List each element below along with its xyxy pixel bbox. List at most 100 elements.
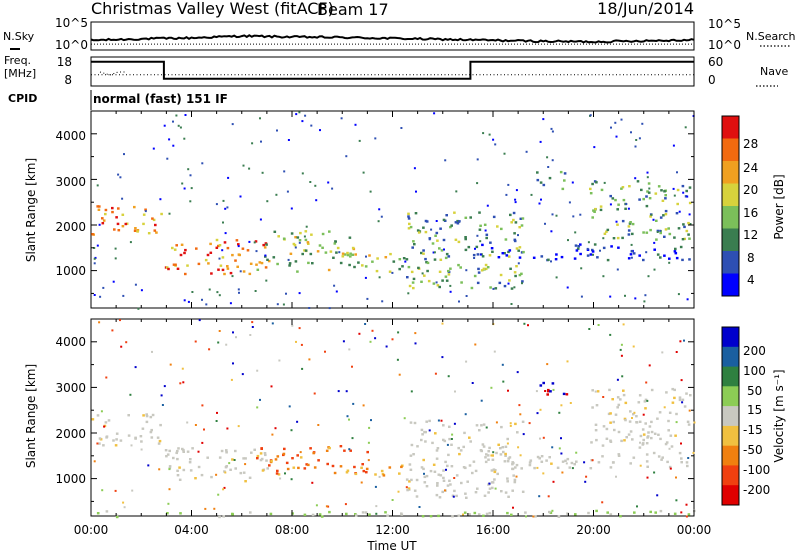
scatter-cell [263, 452, 267, 455]
scatter-cell [606, 228, 610, 232]
noise-cell [597, 324, 600, 326]
nave-tick-bottom: 0 [708, 73, 716, 87]
noise-cell [514, 198, 517, 201]
scatter-cell [231, 512, 234, 516]
scatter-cell [435, 231, 439, 235]
scatter-cell [484, 267, 488, 271]
scatter-cell [398, 472, 401, 475]
scatter-cell [563, 179, 566, 182]
scatter-cell [307, 261, 310, 265]
scatter-cell [644, 422, 647, 425]
power-axis-ticks [90, 110, 695, 308]
noise-cell [451, 433, 454, 436]
noise-cell [315, 199, 318, 202]
scatter-cell [435, 457, 439, 460]
noise-cell [147, 464, 150, 467]
noise-cell [645, 381, 648, 384]
scatter-cell [449, 225, 452, 229]
power-ytick-4000: 4000 [55, 129, 86, 143]
scatter-cell [659, 437, 662, 441]
scatter-cell [612, 461, 615, 464]
noise-cell [566, 286, 569, 289]
scatter-cell [442, 238, 446, 242]
scatter-cell [590, 441, 593, 444]
scatter-cell [529, 459, 533, 462]
noise-cell [583, 461, 586, 464]
scatter-cell [335, 251, 338, 254]
scatter-cell [117, 207, 120, 210]
scatter-cell [392, 260, 396, 263]
scatter-cell [413, 489, 417, 492]
noise-cell [428, 238, 431, 241]
noise-cell [102, 286, 105, 289]
scatter-cell [645, 204, 649, 208]
scatter-cell [689, 394, 692, 397]
scatter-cell [485, 236, 488, 240]
scatter-cell [609, 421, 612, 424]
noise-cell [93, 294, 96, 296]
scatter-cell [354, 253, 357, 256]
scatter-cell [579, 243, 582, 246]
scatter-cell [172, 456, 175, 460]
noise-cell [484, 229, 487, 232]
scatter-cell [341, 252, 345, 255]
scatter-cell [407, 265, 411, 269]
noise-cell [208, 288, 211, 291]
scatter-cell [153, 229, 157, 232]
scatter-cell [688, 186, 692, 189]
scatter-cell [442, 438, 445, 442]
scatter-cell [520, 251, 524, 254]
noise-cell [449, 290, 452, 293]
noise-cell [360, 481, 363, 484]
scatter-cell [409, 468, 413, 471]
scatter-cell [277, 235, 280, 238]
noise-cell [492, 451, 495, 454]
scatter-cell [209, 242, 212, 246]
scatter-cell [435, 449, 439, 452]
scatter-cell [500, 425, 503, 429]
scatter-cell [481, 443, 485, 446]
scatter-cell [176, 267, 180, 270]
noise-cell [111, 329, 114, 332]
power-colorbar-swatch [722, 273, 739, 297]
noise-cell [479, 253, 482, 256]
noise-cell [510, 303, 513, 305]
noise-cell [560, 404, 563, 407]
scatter-cell [182, 450, 185, 453]
scatter-cell [475, 245, 479, 249]
scatter-cell [218, 456, 222, 459]
noise-cell [673, 194, 676, 197]
noise-cell [233, 459, 236, 461]
scatter-cell [115, 438, 118, 441]
scatter-cell [670, 445, 674, 448]
noise-cell [550, 127, 553, 130]
scatter-cell [485, 453, 488, 456]
scatter-cell [687, 513, 691, 516]
scatter-cell [668, 257, 671, 260]
scatter-cell [437, 514, 440, 518]
scatter-cell [503, 284, 507, 288]
scatter-cell [514, 274, 517, 278]
scatter-cell [684, 195, 688, 198]
noise-cell [668, 261, 671, 264]
noise-cell [374, 337, 377, 340]
scatter-cell [407, 212, 410, 215]
power-cbar-tick-4: 4 [747, 273, 755, 287]
noise-cell [222, 488, 225, 491]
scatter-cell [299, 456, 303, 459]
noise-cell [337, 390, 340, 393]
noise-cell [634, 145, 637, 148]
scatter-cell [628, 185, 631, 188]
noise-cell [241, 373, 244, 376]
noise-cell [301, 120, 304, 123]
scatter-cell [186, 450, 190, 453]
noise-cell [370, 419, 372, 422]
scatter-cell [427, 279, 431, 283]
noise-cell [221, 249, 224, 252]
scatter-cell [318, 513, 322, 516]
noise-cell [441, 322, 444, 325]
scatter-cell [224, 466, 228, 469]
scatter-cell [504, 452, 507, 456]
noise-cell [256, 369, 259, 372]
scatter-cell [398, 258, 402, 261]
